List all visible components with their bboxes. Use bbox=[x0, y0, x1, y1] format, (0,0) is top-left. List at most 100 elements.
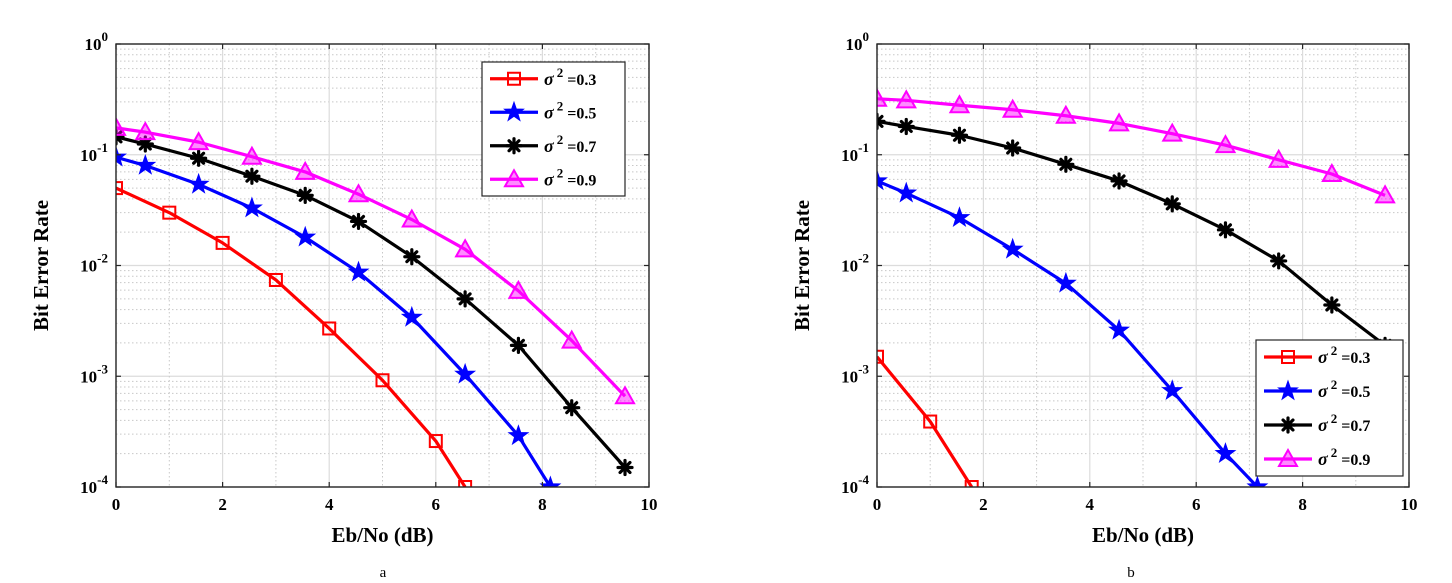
x-tick-label: 4 bbox=[1086, 495, 1095, 514]
y-tick-label: 10-2 bbox=[841, 251, 869, 276]
data-point bbox=[948, 94, 971, 114]
data-point bbox=[1246, 475, 1269, 487]
data-point bbox=[347, 183, 370, 203]
y-axis-label: Bit Error Rate bbox=[29, 200, 53, 331]
panel-caption: a bbox=[380, 565, 387, 581]
x-tick-label: 4 bbox=[325, 495, 334, 514]
x-tick-label: 0 bbox=[873, 495, 882, 514]
data-point bbox=[561, 329, 583, 349]
series-group bbox=[116, 116, 636, 487]
data-point bbox=[1270, 252, 1288, 270]
x-tick-label: 2 bbox=[979, 495, 988, 514]
data-point bbox=[616, 458, 634, 477]
x-tick-label: 8 bbox=[1298, 495, 1307, 514]
data-point bbox=[895, 181, 918, 203]
series-0.9 bbox=[116, 116, 636, 405]
data-point bbox=[116, 181, 123, 196]
data-point bbox=[134, 121, 157, 141]
series-0.5 bbox=[116, 145, 562, 487]
data-point bbox=[923, 414, 938, 429]
data-point bbox=[1374, 184, 1396, 204]
data-point bbox=[428, 434, 443, 449]
series-0.3 bbox=[877, 349, 979, 487]
data-point bbox=[1108, 112, 1130, 132]
data-point bbox=[116, 116, 127, 136]
data-point bbox=[1001, 98, 1024, 118]
data-point bbox=[507, 424, 530, 446]
y-axis-label: Bit Error Rate bbox=[790, 200, 814, 331]
series-line bbox=[116, 155, 552, 487]
data-point bbox=[241, 145, 263, 165]
data-point bbox=[539, 475, 562, 487]
series-group bbox=[877, 87, 1396, 487]
data-point bbox=[877, 112, 886, 131]
series-0.7 bbox=[116, 128, 634, 477]
data-point bbox=[1055, 104, 1077, 124]
series-line bbox=[116, 186, 467, 487]
x-tick-label: 6 bbox=[1192, 495, 1201, 514]
data-point bbox=[294, 225, 317, 247]
x-tick-label: 6 bbox=[432, 495, 441, 514]
data-point bbox=[400, 305, 423, 327]
series-0.3 bbox=[116, 181, 473, 487]
y-tick-label: 10-4 bbox=[841, 472, 869, 497]
y-tick-label: 10-3 bbox=[841, 361, 869, 386]
legend-marker bbox=[1279, 416, 1297, 434]
data-point bbox=[187, 131, 210, 151]
y-tick-label: 10-2 bbox=[80, 251, 108, 276]
y-tick-label: 100 bbox=[85, 29, 109, 54]
axes bbox=[876, 43, 1410, 488]
data-point bbox=[187, 172, 210, 194]
data-point bbox=[877, 349, 884, 364]
data-point bbox=[509, 336, 528, 354]
data-point bbox=[347, 260, 370, 282]
data-point bbox=[1321, 162, 1343, 183]
y-tick-label: 10-4 bbox=[80, 472, 108, 497]
data-point bbox=[563, 399, 581, 417]
series-line bbox=[877, 355, 974, 487]
x-tick-label: 10 bbox=[641, 495, 658, 514]
y-tick-label: 10-3 bbox=[80, 361, 108, 386]
data-point bbox=[1161, 122, 1183, 142]
data-point bbox=[950, 126, 969, 144]
y-tick-label: 100 bbox=[846, 29, 870, 54]
data-point bbox=[1108, 318, 1131, 340]
chart-panel-b: 0 2 4 6 8 10 100 10-1 10-2 10-3 10-4 Eb/No (dB) Bit … bbox=[790, 29, 1418, 581]
legend-marker bbox=[1281, 350, 1295, 364]
data-point bbox=[240, 196, 263, 218]
data-point bbox=[1054, 271, 1077, 293]
data-point bbox=[1057, 155, 1075, 173]
y-tick-label: 10-1 bbox=[80, 140, 108, 165]
data-point bbox=[190, 149, 208, 167]
data-point bbox=[1110, 172, 1128, 190]
data-point bbox=[454, 238, 476, 258]
legend-marker bbox=[503, 168, 525, 188]
grid bbox=[876, 43, 1410, 488]
data-point bbox=[948, 206, 971, 228]
series-line bbox=[877, 97, 1386, 197]
x-axis-label: Eb/No (dB) bbox=[331, 523, 433, 547]
data-point bbox=[322, 321, 337, 336]
data-point bbox=[349, 212, 368, 231]
data-point bbox=[1214, 442, 1237, 463]
data-point bbox=[1161, 379, 1184, 401]
data-point bbox=[296, 186, 314, 204]
data-point bbox=[1267, 148, 1290, 168]
panel-caption: b bbox=[1127, 565, 1135, 581]
data-point bbox=[1214, 134, 1237, 154]
data-point bbox=[1163, 195, 1181, 213]
data-point bbox=[375, 373, 390, 388]
